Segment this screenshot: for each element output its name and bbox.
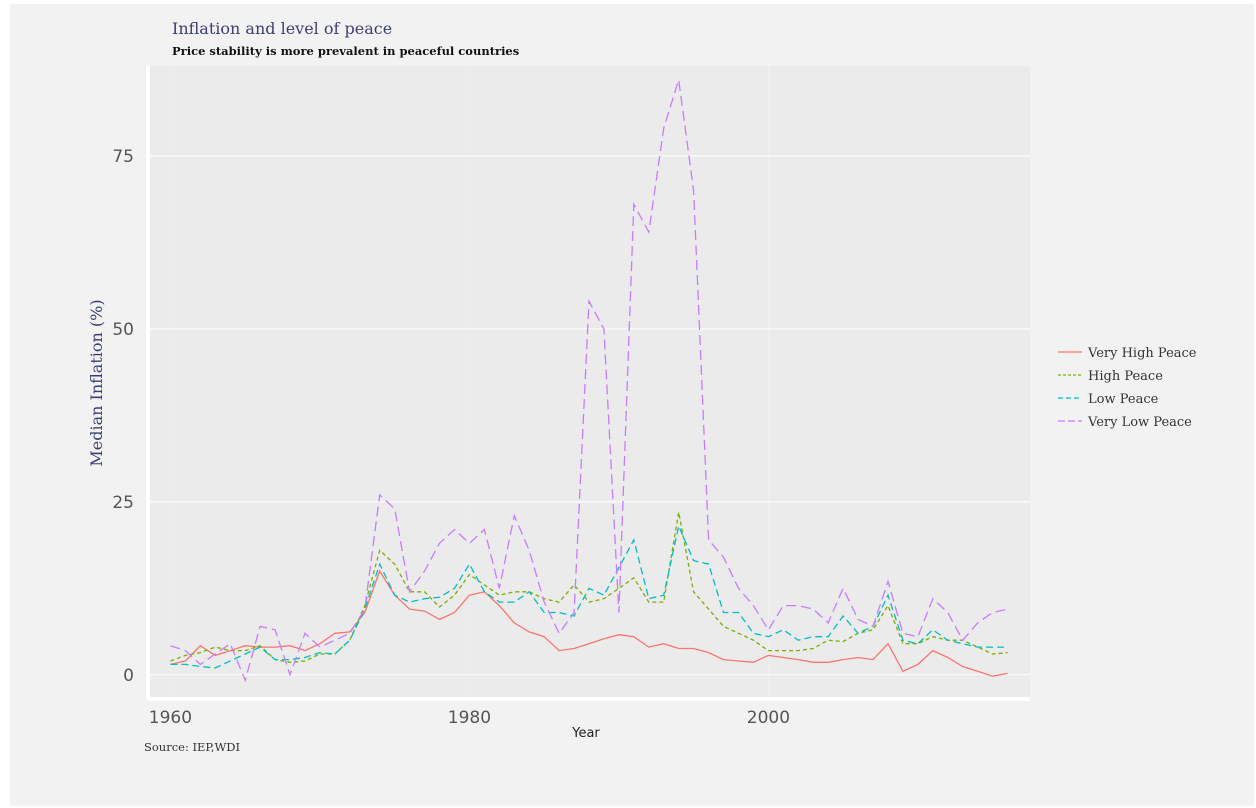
- y-axis-label: Median Inflation (%): [87, 299, 106, 466]
- legend-label: Very Low Peace: [1087, 415, 1192, 430]
- series-line-low-peace: [170, 523, 1008, 669]
- legend-label: High Peace: [1088, 369, 1163, 384]
- gridlines: [148, 66, 1030, 699]
- x-tick-labels: 1960 1980 2000: [149, 708, 790, 728]
- series-line-very-high-peace: [170, 569, 1008, 677]
- plot-panel: [148, 66, 1030, 699]
- chart-title: Inflation and level of peace: [172, 19, 392, 38]
- legend: Very High Peace High Peace Low Peace Very L…: [1058, 346, 1197, 430]
- series-lines: [170, 79, 1008, 683]
- source-caption: Source: IEP,WDI: [144, 740, 240, 754]
- legend-label: Very High Peace: [1087, 346, 1197, 361]
- y-tick-label: 50: [112, 320, 134, 340]
- y-tick-label: 75: [112, 147, 134, 167]
- series-line-high-peace: [170, 512, 1008, 663]
- series-line-very-low-peace: [170, 79, 1008, 683]
- x-tick-label: 2000: [747, 708, 790, 728]
- y-tick-label: 25: [112, 493, 134, 513]
- chart-subtitle: Price stability is more prevalent in pea…: [172, 44, 519, 58]
- x-tick-label: 1980: [448, 708, 491, 728]
- x-tick-label: 1960: [149, 708, 192, 728]
- x-axis-label: Year: [571, 726, 600, 741]
- y-tick-labels: 0 25 50 75: [112, 147, 134, 686]
- y-tick-label: 0: [123, 666, 134, 686]
- legend-label: Low Peace: [1088, 392, 1159, 407]
